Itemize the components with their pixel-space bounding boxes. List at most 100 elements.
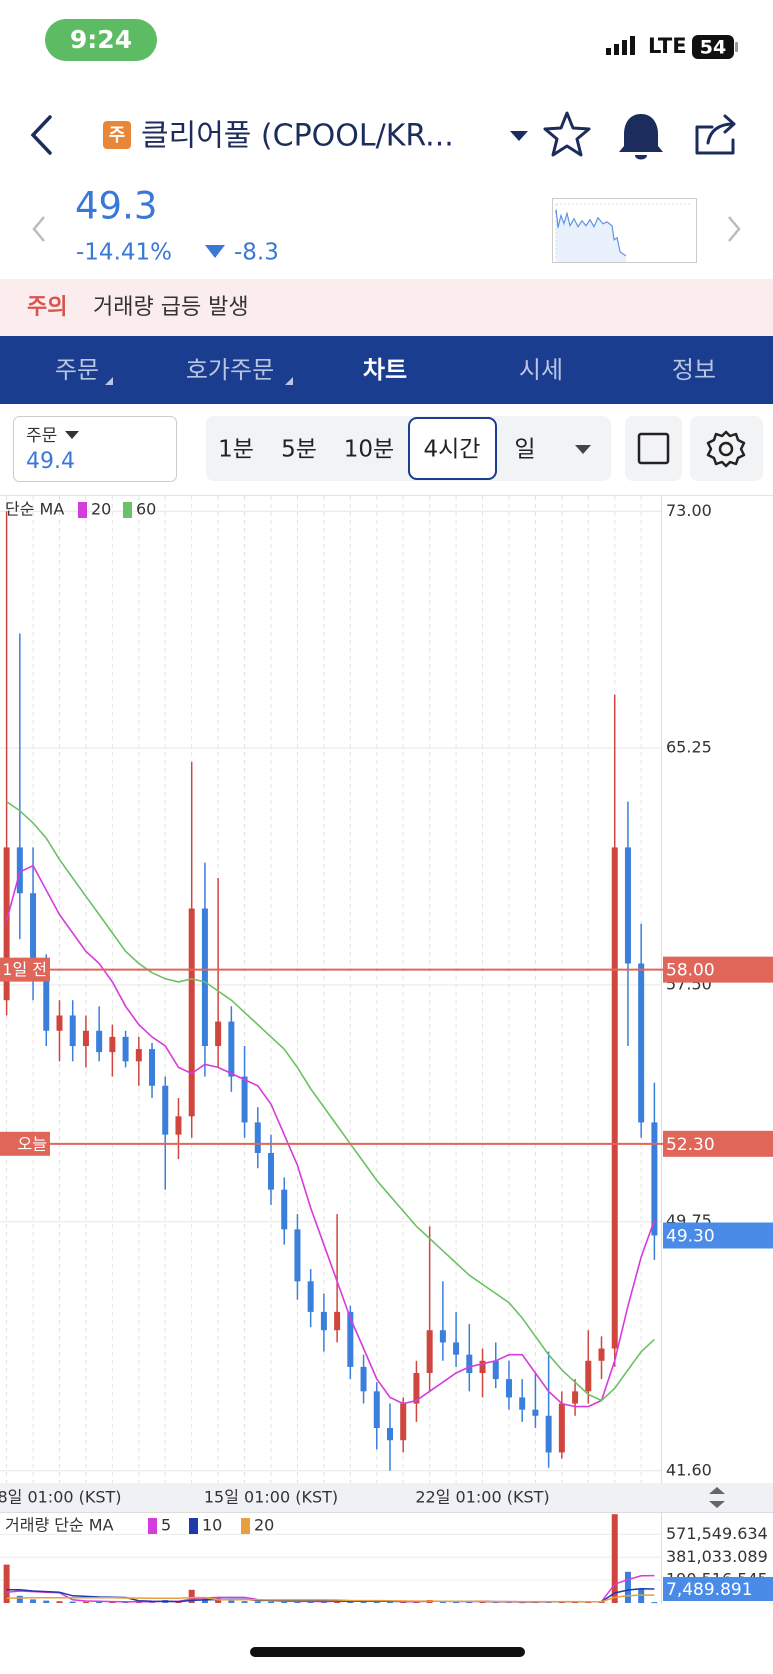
tab[interactable]: 정보 <box>672 356 716 384</box>
mini-chart-area <box>556 210 626 262</box>
y-tick-label: 41.60 <box>666 1460 712 1479</box>
tab[interactable]: 시세 <box>519 356 563 384</box>
tab[interactable]: 주문 <box>55 356 99 384</box>
volume-bar <box>56 1601 63 1603</box>
price: 49.3 <box>75 185 157 228</box>
candle-body <box>122 1036 129 1062</box>
volume-bar <box>3 1564 10 1603</box>
tab-menu-mark <box>285 377 293 385</box>
volume-bar <box>16 1595 23 1603</box>
volume-axis: 571,549.634381,033.089190,516.5457,489.8… <box>663 1524 773 1601</box>
candle-body <box>294 1229 301 1282</box>
battery <box>692 35 734 59</box>
alert-text: 거래량 급등 발생 <box>93 295 249 320</box>
x-axis-strip <box>0 1483 773 1512</box>
interval-dropdown[interactable] <box>575 445 591 454</box>
volume-bar <box>254 1601 261 1603</box>
candle-body <box>281 1189 288 1230</box>
volume-bar <box>651 1602 658 1604</box>
candle-body <box>96 1030 103 1053</box>
candle-body <box>453 1342 460 1355</box>
draw-button[interactable] <box>625 416 682 481</box>
interval-button[interactable]: 일 <box>514 437 535 463</box>
volume-bar <box>268 1601 275 1603</box>
candle-body <box>532 1409 539 1416</box>
order-label: 주문 <box>26 426 57 446</box>
candle-body <box>254 1122 261 1153</box>
legend-label: 20 <box>91 500 111 519</box>
back-button[interactable] <box>30 115 52 155</box>
alert-label: 주의 <box>27 295 67 320</box>
price-line-value: 52.30 <box>666 1135 715 1155</box>
resize-handle[interactable] <box>709 1487 725 1508</box>
order-box[interactable] <box>13 416 177 482</box>
candle-body <box>558 1403 565 1453</box>
candle-body <box>241 1076 248 1123</box>
candle-body <box>519 1397 526 1410</box>
next-stock[interactable] <box>728 216 741 242</box>
status-time: 9:24 <box>70 25 132 54</box>
candle-body <box>572 1391 579 1404</box>
volume-tick-label: 381,033.089 <box>666 1547 768 1566</box>
volume-bar <box>96 1601 103 1603</box>
favorite-button[interactable] <box>543 111 591 157</box>
volume-legend-label: 20 <box>254 1516 274 1535</box>
candle-body <box>307 1281 314 1312</box>
candle-body <box>426 1330 433 1373</box>
settings-icon <box>706 430 746 468</box>
candle-body <box>373 1391 380 1428</box>
volume-legend: 거래량 단순 MA 5 10 20 <box>5 1516 274 1535</box>
price-line-badge <box>663 1130 773 1157</box>
volume-legend-label: 10 <box>202 1516 222 1535</box>
candle-body <box>492 1360 499 1380</box>
volume-bar <box>439 1601 446 1603</box>
volume-ma-lines <box>6 1574 655 1603</box>
legend: 단순 MA 20 60 <box>5 500 156 519</box>
legend-swatch <box>78 502 87 518</box>
tab[interactable]: 차트 <box>363 356 407 384</box>
order-value: 49.4 <box>26 449 75 474</box>
volume-bar <box>188 1589 195 1603</box>
candle-body <box>386 1427 393 1441</box>
y-tick-label: 73.00 <box>666 501 712 520</box>
legend-label: 60 <box>136 500 156 519</box>
current-price-badge <box>663 1222 773 1249</box>
candle-body <box>638 963 645 1123</box>
candle-body <box>466 1354 473 1373</box>
volume-current-badge <box>663 1577 773 1601</box>
candle-body <box>439 1330 446 1343</box>
down-arrow <box>205 245 225 258</box>
volume-bar <box>215 1598 222 1603</box>
candle-body <box>347 1311 354 1367</box>
volume-legend-swatch <box>148 1518 157 1534</box>
draw-icon <box>637 432 670 465</box>
volume-bar <box>241 1601 248 1603</box>
tabs: 주문 호가주문 차트 시세 정보 <box>55 356 716 384</box>
h-grid <box>0 510 661 1472</box>
interval-button[interactable]: 1분 <box>218 437 254 463</box>
candle-body <box>479 1360 486 1373</box>
badge-text: 주 <box>109 125 126 146</box>
alert-bar <box>0 279 773 336</box>
interval-button[interactable]: 10분 <box>344 437 394 463</box>
tab[interactable]: 호가주문 <box>186 356 274 384</box>
tab-bar <box>0 336 773 404</box>
candle-body <box>175 1116 182 1135</box>
alarm-button[interactable] <box>619 114 663 160</box>
prev-stock[interactable] <box>32 216 45 242</box>
volume-bar <box>82 1601 89 1603</box>
title-dropdown[interactable] <box>510 131 528 141</box>
share-button[interactable] <box>695 114 736 155</box>
interval-button[interactable]: 5분 <box>281 437 317 463</box>
tab-menu-mark <box>105 377 113 385</box>
change: -8.3 <box>234 240 279 266</box>
volume-bar <box>466 1602 473 1604</box>
interval-button[interactable]: 4시간 <box>424 437 481 463</box>
order-dropdown[interactable] <box>65 431 79 439</box>
stock-title[interactable]: 클리어풀 (CPOOL/KR... <box>141 119 454 154</box>
settings-button[interactable] <box>690 416 763 481</box>
x-tick-label: 22일 01:00 (KST) <box>415 1488 549 1507</box>
volume-legend-title: 거래량 단순 MA <box>5 1516 114 1535</box>
